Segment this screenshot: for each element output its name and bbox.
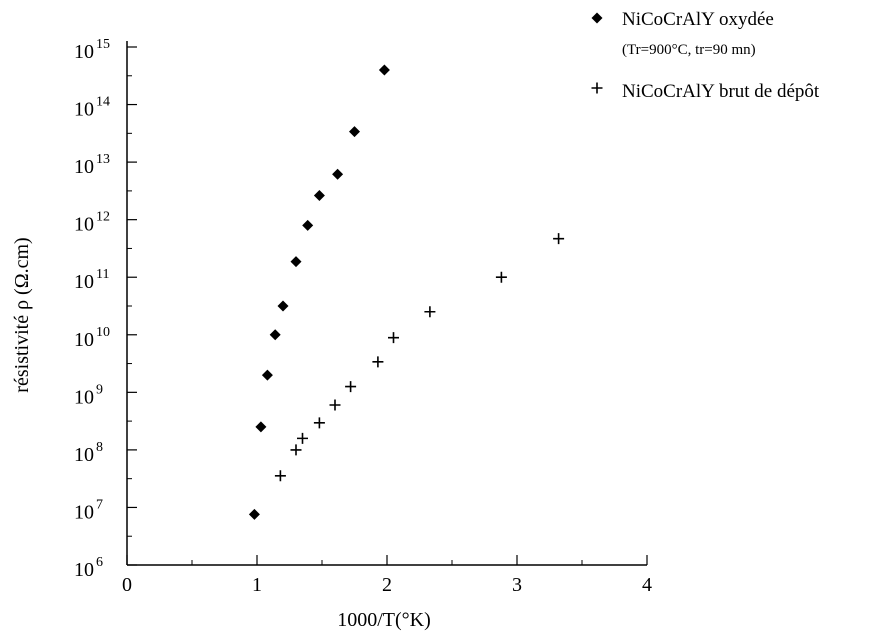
y-tick-label: 10 xyxy=(74,386,94,408)
data-points xyxy=(249,65,564,520)
y-tick-base: 10 xyxy=(74,501,94,523)
y-tick-exponent: 15 xyxy=(96,37,110,52)
y-tick-base: 10 xyxy=(74,99,94,121)
y-tick-exponent: 8 xyxy=(96,440,103,455)
y-axis-title: résistivité ρ (Ω.cm) xyxy=(11,237,33,392)
point-brut xyxy=(388,332,399,343)
point-brut xyxy=(496,272,507,283)
y-tick-label: 10 xyxy=(74,501,94,523)
y-tick-label: 10 xyxy=(74,329,94,351)
point-brut xyxy=(314,417,325,428)
y-tick-base: 10 xyxy=(74,41,94,63)
x-axis-title: 1000/T(°K) xyxy=(337,609,431,631)
x-tick-label: 4 xyxy=(642,574,652,596)
y-tick-base: 10 xyxy=(74,559,94,581)
y-tick-exponent: 6 xyxy=(96,555,103,570)
point-oxydee xyxy=(278,301,289,312)
y-tick-base: 10 xyxy=(74,214,94,236)
point-brut xyxy=(330,399,341,410)
y-tick-label: 10 xyxy=(74,559,94,581)
point-oxydee xyxy=(314,190,325,201)
point-oxydee xyxy=(291,256,302,267)
point-brut xyxy=(297,433,308,444)
y-tick-exponent: 11 xyxy=(96,267,109,282)
legend-marker-diamond xyxy=(592,13,603,24)
point-brut xyxy=(345,381,356,392)
point-brut xyxy=(275,470,286,481)
legend-label-oxydee: NiCoCrAlY oxydée xyxy=(622,9,774,30)
y-tick-base: 10 xyxy=(74,271,94,293)
point-oxydee xyxy=(379,65,390,76)
y-tick-base: 10 xyxy=(74,444,94,466)
y-tick-label: 10 xyxy=(74,271,94,293)
legend: NiCoCrAlY oxydée (Tr=900°C, tr=90 mn) Ni… xyxy=(592,9,820,102)
legend-sublabel-oxydee: (Tr=900°C, tr=90 mn) xyxy=(622,42,756,58)
y-tick-label: 10 xyxy=(74,156,94,178)
point-oxydee xyxy=(302,220,313,231)
y-tick-label: 10 xyxy=(74,99,94,121)
y-tick-exponent: 14 xyxy=(96,95,110,110)
legend-diamond xyxy=(592,13,603,24)
point-oxydee xyxy=(270,329,281,340)
x-tick-label: 3 xyxy=(512,574,522,596)
axes xyxy=(127,41,647,565)
x-tick-label: 2 xyxy=(382,574,392,596)
point-oxydee xyxy=(249,509,260,520)
point-brut xyxy=(291,444,302,455)
x-tick-label: 0 xyxy=(122,574,132,596)
legend-plus xyxy=(592,83,603,94)
y-tick-label: 10 xyxy=(74,214,94,236)
x-tick-label: 1 xyxy=(252,574,262,596)
y-tick-exponent: 13 xyxy=(96,152,110,167)
point-oxydee xyxy=(255,421,266,432)
point-oxydee xyxy=(262,370,273,381)
y-tick-base: 10 xyxy=(74,329,94,351)
legend-label-brut: NiCoCrAlY brut de dépôt xyxy=(622,81,820,102)
point-brut xyxy=(424,306,435,317)
y-tick-exponent: 7 xyxy=(96,497,103,512)
y-tick-exponent: 10 xyxy=(96,325,110,340)
y-tick-base: 10 xyxy=(74,156,94,178)
y-tick-exponent: 12 xyxy=(96,210,110,225)
point-oxydee xyxy=(349,126,360,137)
legend-marker-plus xyxy=(592,83,603,94)
point-brut xyxy=(372,356,383,367)
y-tick-exponent: 9 xyxy=(96,382,103,397)
y-tick-label: 10 xyxy=(74,444,94,466)
point-brut xyxy=(553,233,564,244)
y-tick-base: 10 xyxy=(74,386,94,408)
y-tick-label: 10 xyxy=(74,41,94,63)
point-oxydee xyxy=(332,169,343,180)
